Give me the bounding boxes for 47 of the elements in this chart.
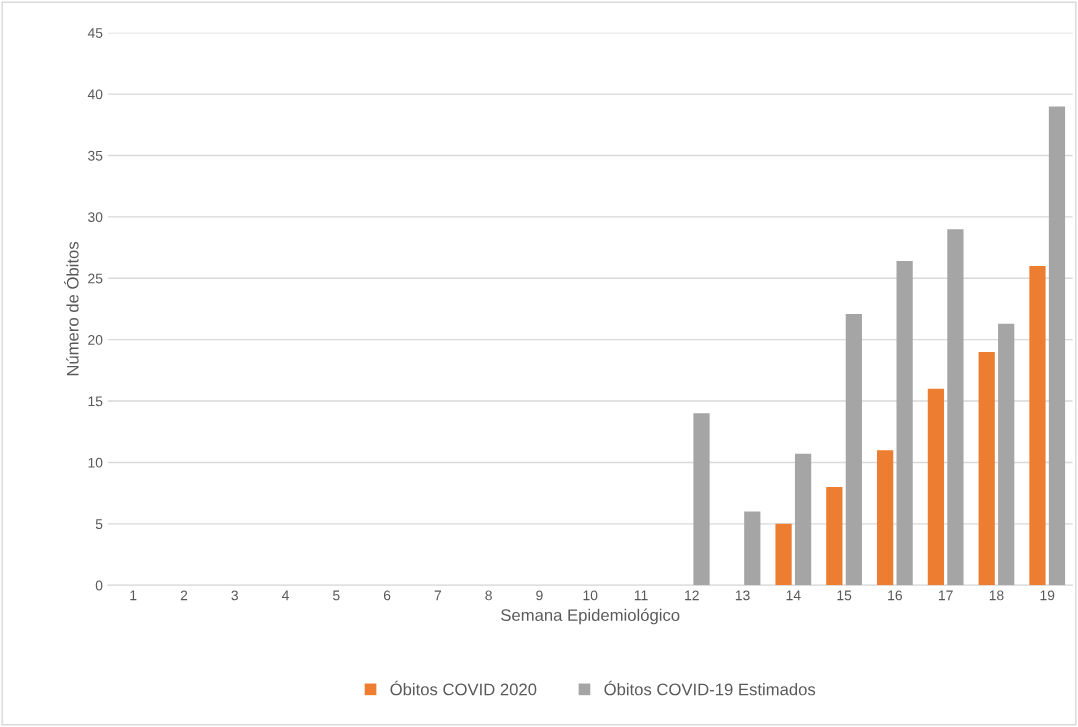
bar (794, 453, 812, 586)
bar (845, 313, 862, 586)
bar (744, 511, 761, 586)
x-tick-label: 10 (583, 590, 598, 601)
x-tick-label: 18 (989, 590, 1004, 601)
x-tick-label: 9 (536, 590, 543, 601)
y-axis-title: Número de Óbitos (64, 241, 79, 376)
y-tick-label: 40 (87, 89, 103, 100)
bar (998, 323, 1015, 586)
y-tick-label: 20 (88, 335, 103, 345)
y-tick-label: 45 (87, 28, 103, 38)
x-tick-label: 1 (130, 590, 137, 601)
x-tick-label: 12 (685, 590, 699, 601)
y-tick-label: 0 (95, 580, 103, 591)
x-tick-label: 6 (383, 590, 391, 601)
legend-label: Óbitos COVID-19 Estimados (604, 680, 816, 696)
bar (947, 229, 964, 586)
x-axis-title: Semana Epidemiológico (501, 608, 680, 625)
bar (826, 487, 843, 586)
y-tick-label: 35 (88, 150, 103, 161)
bar (1048, 106, 1066, 586)
x-tick-label: 15 (837, 590, 852, 601)
y-tick-label: 10 (88, 457, 103, 468)
x-tick-label: 11 (634, 590, 648, 601)
x-tick-label: 16 (888, 590, 902, 601)
x-tick-label: 2 (180, 590, 188, 601)
x-tick-label: 8 (485, 590, 492, 601)
bar (978, 351, 995, 586)
x-tick-label: 17 (939, 590, 953, 601)
y-tick-label: 5 (95, 519, 103, 530)
x-tick-label: 13 (735, 590, 750, 601)
bar (896, 261, 913, 586)
bar (693, 413, 710, 586)
x-tick-label: 3 (231, 590, 238, 601)
y-tick-label: 15 (88, 396, 103, 407)
x-tick-label: 7 (434, 590, 442, 601)
y-tick-label: 25 (88, 273, 103, 284)
bar (927, 388, 945, 586)
legend-label: Óbitos COVID 2020 (390, 680, 537, 696)
bar (775, 523, 792, 586)
x-tick-label: 4 (281, 590, 289, 601)
bar (1029, 266, 1046, 586)
x-tick-label: 19 (1040, 590, 1055, 601)
bar (877, 450, 894, 586)
x-tick-label: 14 (786, 590, 801, 601)
x-tick-label: 5 (333, 590, 340, 601)
y-tick-label: 30 (88, 212, 103, 223)
